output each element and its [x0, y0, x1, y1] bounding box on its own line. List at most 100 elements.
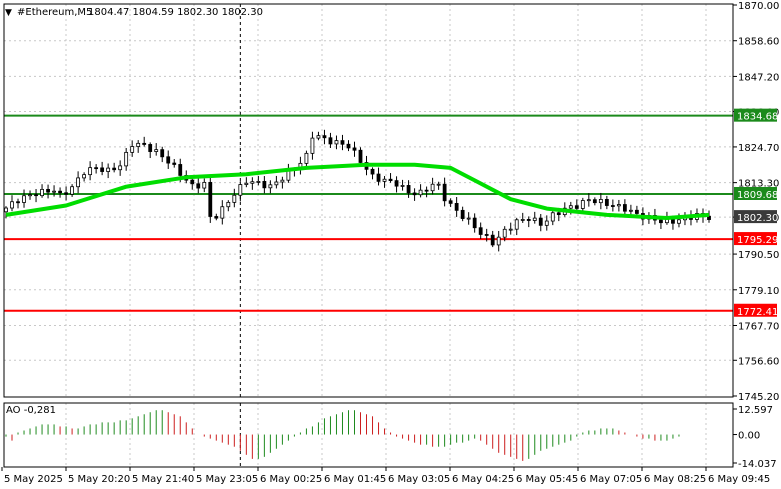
candle-body — [64, 192, 68, 195]
candle-body — [280, 179, 285, 183]
candle-body — [598, 199, 603, 204]
candle-body — [58, 190, 62, 194]
ao-bars — [5, 410, 680, 461]
level-label-box — [734, 232, 777, 246]
candle-body — [484, 234, 489, 236]
candle-body — [394, 180, 399, 187]
x-tick-label: 6 May 00:25 — [260, 474, 322, 485]
candle-body — [448, 200, 453, 204]
moving-average-line — [5, 162, 710, 220]
candle-body — [322, 135, 327, 139]
candle-body — [196, 183, 201, 189]
candle-body — [460, 209, 465, 219]
candle-body — [436, 183, 441, 186]
candle-body — [16, 201, 20, 204]
candle-body — [659, 219, 663, 224]
candle-body — [112, 167, 117, 171]
candle-body — [586, 199, 591, 202]
candle-body — [274, 181, 279, 186]
candle-body — [238, 184, 243, 196]
candle-body — [370, 168, 375, 175]
candle-body — [52, 190, 56, 193]
candle-body — [526, 219, 531, 221]
level-label-box — [734, 303, 777, 317]
candle-body — [70, 186, 74, 195]
y-tick-label: 1824.70 — [738, 143, 779, 154]
x-tick-label: 6 May 09:45 — [708, 474, 770, 485]
level-label-box — [734, 186, 777, 200]
y-tick-label: 1847.20 — [738, 72, 779, 83]
candle-body — [424, 189, 429, 192]
candle-body — [34, 194, 38, 197]
candle-body — [256, 181, 261, 183]
candle-body — [124, 151, 129, 167]
candle-body — [406, 185, 411, 194]
candle-body — [352, 147, 357, 151]
candle-body — [544, 220, 549, 226]
candle-body — [574, 205, 579, 209]
candle-body — [358, 149, 363, 163]
candle-body — [166, 156, 171, 164]
y-tick-label: 1756.60 — [738, 356, 779, 367]
y-tick-label: 1790.50 — [738, 250, 779, 261]
candle-body — [388, 178, 393, 182]
moving-average — [5, 162, 710, 220]
candle-body — [244, 182, 249, 185]
x-tick-label: 6 May 04:25 — [452, 474, 514, 485]
axis-labels: 1870.001858.601847.201836.001824.701813.… — [4, 1, 779, 485]
candle-body — [178, 164, 183, 176]
x-tick-label: 6 May 01:45 — [324, 474, 386, 485]
symbol-label: #Ethereum,M5 — [17, 7, 92, 18]
main-grid — [4, 4, 733, 397]
candle-body — [160, 149, 165, 158]
candle-body — [592, 199, 597, 204]
ao-title: AO -0,281 — [6, 405, 56, 416]
candle-body — [340, 140, 345, 145]
candle-body — [346, 143, 351, 149]
y-tick-label: 1779.10 — [738, 286, 779, 297]
candle-body — [538, 217, 543, 226]
candle-body — [190, 179, 195, 185]
chart-header: ▼ #Ethereum,M5 1804.47 1804.59 1802.30 1… — [5, 7, 263, 18]
y-tick-label: 1767.70 — [738, 322, 779, 333]
triangle-down-icon[interactable]: ▼ — [5, 8, 12, 18]
candle-body — [214, 216, 219, 219]
candle-body — [442, 183, 447, 202]
candle-body — [616, 204, 621, 207]
candle-body — [418, 189, 423, 196]
ao-y-tick-label: 0.00 — [738, 431, 760, 442]
candle-body — [550, 212, 555, 222]
y-tick-label: 1745.20 — [738, 392, 779, 403]
candle-body — [172, 162, 177, 165]
x-tick-label: 5 May 21:40 — [132, 474, 194, 485]
candles — [4, 129, 711, 252]
candle-body — [556, 212, 561, 216]
candle-body — [22, 195, 26, 203]
x-tick-label: 6 May 07:05 — [580, 474, 642, 485]
candle-body — [472, 217, 477, 229]
candle-body — [268, 184, 273, 189]
candle-body — [604, 199, 609, 206]
x-tick-label: 6 May 08:25 — [644, 474, 706, 485]
ao-y-tick-label: -14.037 — [738, 459, 777, 470]
candle-body — [520, 219, 525, 221]
ohlc-values: 1804.47 1804.59 1802.30 1802.30 — [88, 7, 263, 18]
candle-body — [478, 227, 483, 235]
candle-body — [10, 201, 14, 209]
candle-body — [316, 135, 321, 139]
candle-body — [76, 177, 81, 188]
candle-body — [622, 204, 627, 212]
x-tick-label: 6 May 05:45 — [516, 474, 578, 485]
candle-body — [382, 178, 387, 182]
candle-body — [634, 209, 639, 214]
level-label: 1795.29 — [737, 235, 778, 246]
level-label-box — [734, 108, 777, 122]
candle-body — [677, 219, 681, 224]
candle-body — [454, 203, 459, 211]
x-tick-label: 5 May 23:05 — [196, 474, 258, 485]
candle-body — [628, 209, 633, 212]
candle-body — [136, 142, 141, 147]
candle-body — [82, 174, 87, 179]
candle-body — [130, 146, 135, 153]
